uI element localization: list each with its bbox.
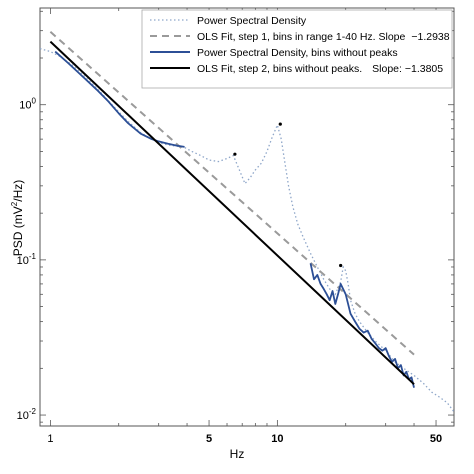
series-ols-step2-line <box>49 40 415 385</box>
y-tick-label: 10-1 <box>17 252 37 267</box>
x-tick-labels: 1 5 10 50 <box>47 433 442 445</box>
y-minor-ticks <box>40 10 454 423</box>
legend-label-psd-nopeaks: Power Spectral Density, bins without pea… <box>197 47 398 59</box>
x-tick-label: 10 <box>271 433 283 445</box>
peak-marker <box>278 122 282 126</box>
legend-label-ols2: OLS Fit, step 2, bins without peaks. Slop… <box>197 63 443 75</box>
series-psd-nopeaks-line <box>309 263 415 388</box>
legend-label-ols1: OLS Fit, step 1, bins in range 1-40 Hz. … <box>197 31 450 43</box>
series-psd-nopeaks-line <box>54 50 185 148</box>
y-axis-title: PSD (mV2/Hz) <box>10 180 25 256</box>
x-axis-title: Hz <box>230 447 245 461</box>
legend: Power Spectral Density OLS Fit, step 1, … <box>141 9 453 89</box>
series-ols-step1-line <box>49 31 415 356</box>
x-tick-label: 1 <box>47 433 53 445</box>
peak-marker <box>339 263 343 268</box>
legend-label-psd: Power Spectral Density <box>197 15 307 27</box>
y-tick-labels: 100 10-1 10-2 <box>17 97 37 422</box>
peak-markers <box>233 122 343 268</box>
series-psd-line <box>39 47 455 413</box>
y-tick-label: 10-2 <box>17 407 37 422</box>
x-tick-label: 5 <box>206 433 212 445</box>
legend-box <box>141 9 453 89</box>
plot-frame <box>39 7 455 427</box>
y-tick-label: 100 <box>19 97 36 112</box>
peak-marker <box>233 152 237 156</box>
series-layer <box>39 31 455 413</box>
x-tick-label: 50 <box>430 433 442 445</box>
